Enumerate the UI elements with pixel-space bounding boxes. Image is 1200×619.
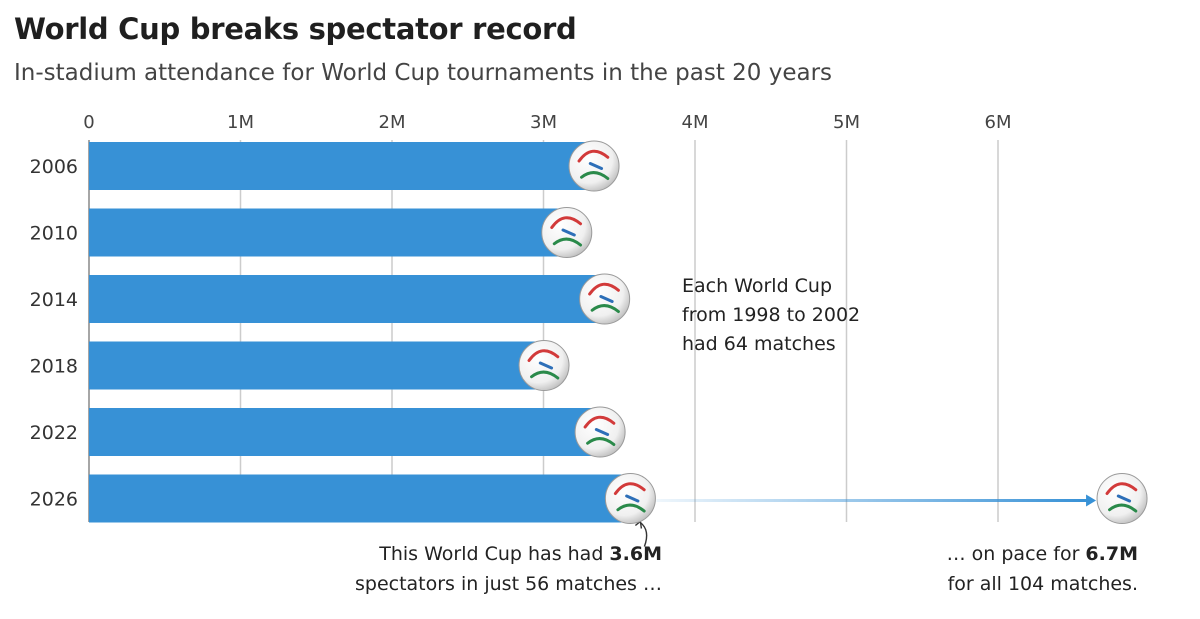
ball-panel [583,415,616,429]
current-attendance-value: 3.6M [609,543,662,565]
bar [89,142,599,190]
ball-panel [530,370,560,380]
ball-panel [550,216,583,229]
football-icon [518,340,570,391]
category-label: 2010 [30,223,78,245]
pace-annotation-text: … on pace for [946,543,1086,565]
football-icon [574,406,626,458]
x-tick-label: 6M [985,112,1012,133]
bar [89,275,609,323]
football-icon [604,473,656,524]
football-icon [579,273,631,325]
ball-panel [561,228,576,237]
football-icon [1096,473,1148,524]
category-label: 2018 [30,356,78,378]
ball-panel [538,361,554,370]
category-label: 2026 [30,489,78,511]
matches-annotation-line: Each World Cup [682,275,833,297]
ball-panel [588,282,620,296]
bar [89,474,635,523]
ball-panel [594,428,610,436]
ball-panel [586,437,616,446]
x-tick-label: 0 [83,112,94,133]
chart-subtitle: In-stadium attendance for World Cup tour… [14,60,833,86]
ball-panel [590,304,620,313]
bar [89,408,605,456]
annotation-pointer [639,521,648,547]
x-tick-label: 3M [530,112,557,133]
current-annotation-text: spectators in just 56 matches … [354,573,662,595]
chart-title: World Cup breaks spectator record [14,12,577,46]
football-icon [568,140,620,192]
category-label: 2014 [30,289,78,311]
projection-arrow-line [656,499,1089,502]
ball-panel [527,349,560,362]
ball-panel [1108,503,1138,513]
projected-attendance-value: 6.7M [1085,543,1138,565]
projected-attendance-annotation: … on pace for 6.7M for all 104 matches. [947,539,1138,599]
ball-panel [1116,494,1132,503]
bar [89,341,549,390]
x-tick-label: 2M [379,112,406,133]
projection-arrowhead [1086,494,1097,507]
x-tick-label: 1M [227,112,254,133]
ball-panel [625,494,640,503]
ball-panel [616,503,646,513]
matches-annotation-line: from 1998 to 2002 [682,304,861,326]
ball-panel [577,149,610,163]
ball-panel [613,482,646,495]
ball-panel [552,237,583,247]
matches-annotation-line: had 64 matches [682,333,836,355]
ball-panel [599,295,614,303]
x-tick-label: 5M [833,112,860,133]
ball-panel [580,171,610,180]
current-annotation-text: This World Cup has had [379,543,610,565]
current-attendance-annotation: This World Cup has had 3.6M spectators i… [355,539,662,599]
football-icon [541,207,593,258]
bar [89,208,571,257]
pace-annotation-text: for all 104 matches. [947,573,1138,595]
matches-annotation: Each World Cup from 1998 to 2002 had 64 … [682,272,860,359]
ball-panel [1105,482,1138,495]
category-label: 2006 [30,156,78,178]
x-tick-label: 4M [682,112,709,133]
category-label: 2022 [30,422,78,444]
ball-panel [588,162,604,170]
